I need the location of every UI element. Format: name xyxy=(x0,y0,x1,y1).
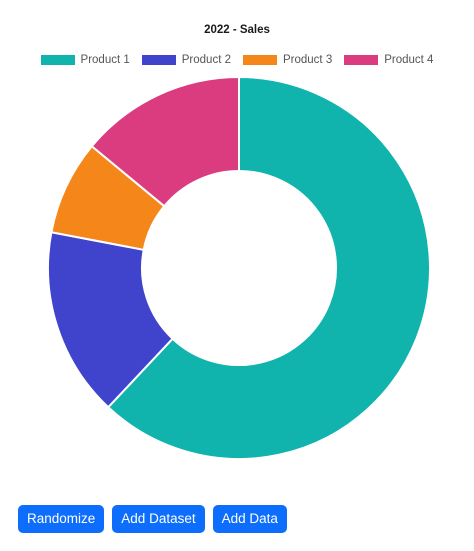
legend-item-product-2[interactable]: Product 2 xyxy=(141,54,231,66)
chart-legend: Product 1 Product 2 Product 3 Product 4 xyxy=(0,54,474,66)
add-dataset-button[interactable]: Add Dataset xyxy=(112,505,205,533)
chart-container: 2022 - Sales Product 1 Product 2 Product… xyxy=(0,24,474,460)
legend-swatch-product-2 xyxy=(141,55,176,65)
legend-label-product-4: Product 4 xyxy=(384,54,434,66)
legend-swatch-product-3 xyxy=(243,55,277,65)
chart-controls: Randomize Add Dataset Add Data xyxy=(18,505,287,533)
add-data-button[interactable]: Add Data xyxy=(212,505,287,533)
legend-label-product-1: Product 1 xyxy=(80,54,130,66)
legend-label-product-3: Product 3 xyxy=(283,54,333,66)
legend-item-product-1[interactable]: Product 1 xyxy=(40,54,130,66)
randomize-button[interactable]: Randomize xyxy=(18,505,105,533)
legend-swatch-product-1 xyxy=(40,55,75,65)
legend-swatch-product-4 xyxy=(344,55,379,65)
donut-chart xyxy=(47,75,431,460)
chart-title: 2022 - Sales xyxy=(204,24,270,36)
donut-slice-product-4[interactable] xyxy=(90,75,240,208)
donut-slice-product-1[interactable] xyxy=(106,75,431,460)
legend-label-product-2: Product 2 xyxy=(181,54,231,66)
donut-slice-product-2[interactable] xyxy=(47,231,175,409)
legend-item-product-4[interactable]: Product 4 xyxy=(344,54,433,66)
legend-item-product-3[interactable]: Product 3 xyxy=(243,54,332,66)
